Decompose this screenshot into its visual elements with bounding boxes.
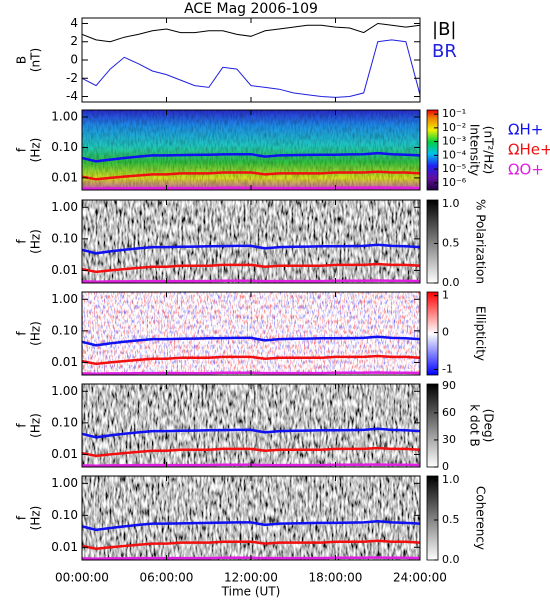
x-tick-label: 12:00:00: [224, 571, 278, 585]
colorbar-label: % Polarization: [474, 199, 488, 284]
colorbar-label: Intensity: [468, 124, 482, 176]
x-tick-label: 00:00:00: [55, 571, 109, 585]
y-tick-label: 1.00: [51, 292, 78, 306]
colorbar: [426, 199, 439, 284]
colorbar: [426, 291, 439, 376]
y-tick-label: 1.00: [51, 384, 78, 398]
colorbar: [426, 475, 439, 561]
colorbar-tick-label: 90: [442, 379, 456, 392]
colorbar-unit: (nT²/Hz): [482, 126, 496, 174]
y-axis-unit: (Hz): [29, 229, 43, 254]
y-axis-label: f: [15, 331, 29, 336]
colorbar-tick-label: 0: [442, 460, 449, 473]
y-tick-label: -2: [66, 71, 78, 85]
colorbar-tick-label: 10⁻¹: [442, 107, 466, 120]
spectrogram: [82, 384, 420, 467]
spectrogram-texture: [82, 110, 420, 190]
spectrogram: [82, 476, 420, 560]
legend-label: ΩO+: [508, 161, 544, 179]
data-line: [82, 22, 420, 43]
colorbar-tick-label: 30: [442, 433, 456, 446]
colorbar: [426, 109, 439, 191]
y-tick-label: 0.10: [51, 508, 78, 522]
colorbar-tick-label: 10⁻²: [442, 121, 466, 134]
spectrogram: [82, 200, 420, 283]
colorbar-label: Ellipticity: [474, 306, 488, 361]
legend-label: |B|: [432, 19, 456, 40]
colorbar-label: k dot B: [468, 404, 482, 446]
colorbar-unit: (Deg): [482, 409, 496, 443]
y-tick-label: 1.00: [51, 110, 78, 124]
y-tick-label: 0.10: [51, 231, 78, 245]
colorbar-tick-label: 10⁻⁵: [442, 162, 466, 175]
colorbar: [426, 383, 439, 468]
y-tick-label: 2: [70, 34, 78, 48]
panel-frame: [81, 17, 421, 103]
x-tick-label: 06:00:00: [140, 571, 194, 585]
gyrofrequency-line: [82, 520, 420, 532]
y-axis-unit: (Hz): [29, 413, 43, 438]
plot-area: [82, 22, 420, 98]
colorbar-label: Coherency: [474, 486, 488, 550]
y-tick-label: 0.10: [51, 140, 78, 154]
y-tick-label: 0.01: [51, 447, 78, 461]
x-tick-label: 18:00:00: [309, 571, 363, 585]
y-tick-label: 4: [70, 16, 78, 30]
colorbar-tick-label: -1: [442, 362, 453, 375]
y-tick-label: 0: [70, 53, 78, 67]
y-tick-label: 0.10: [51, 323, 78, 337]
colorbar-tick-label: 0.0: [442, 553, 460, 566]
y-axis-label: f: [15, 515, 29, 520]
colorbar-tick-label: 60: [442, 406, 456, 419]
y-axis-unit: (Hz): [29, 138, 43, 163]
x-axis-label: Time (UT): [221, 585, 281, 599]
colorbar-tick-label: 0.0: [442, 276, 460, 289]
y-tick-label: 0.01: [51, 263, 78, 277]
data-line: [82, 39, 420, 98]
colorbar-tick-label: 0: [442, 326, 449, 339]
colorbar-tick-label: 1: [442, 289, 449, 302]
y-axis-unit: (Hz): [29, 321, 43, 346]
gyrofrequency-line: [82, 335, 420, 347]
gyrofrequency-line: [82, 427, 420, 439]
y-axis-unit: (Hz): [29, 506, 43, 531]
y-axis-label: f: [15, 239, 29, 244]
y-tick-label: 0.01: [51, 540, 78, 554]
colorbar-tick-label: 10⁻⁶: [442, 176, 467, 189]
y-tick-label: 1.00: [51, 200, 78, 214]
gyrofrequency-line: [82, 243, 420, 255]
colorbar-tick-label: 0.5: [442, 513, 460, 526]
y-axis-unit: (nT): [29, 48, 43, 72]
gyrofrequency-line: [82, 170, 420, 181]
gyrofrequency-line: [82, 151, 420, 163]
y-tick-label: 0.10: [51, 415, 78, 429]
y-tick-label: -4: [66, 89, 78, 103]
legend-label: ΩHe+: [508, 141, 550, 159]
y-axis-label: B: [15, 56, 29, 64]
colorbar-tick-label: 10⁻⁴: [442, 148, 467, 161]
y-axis-label: f: [15, 147, 29, 152]
colorbar-tick-label: 1.0: [442, 473, 460, 486]
gyrofrequency-line: [82, 446, 420, 458]
y-tick-label: 0.01: [51, 355, 78, 369]
y-axis-label: f: [15, 423, 29, 428]
spectrogram-texture: [82, 292, 420, 375]
colorbar-tick-label: 10⁻³: [442, 135, 466, 148]
gyrofrequency-line: [82, 539, 420, 550]
chart-title: ACE Mag 2006-109: [184, 1, 318, 17]
colorbar-tick-label: 0.5: [442, 236, 460, 249]
x-tick-label: 24:00:00: [393, 571, 447, 585]
gyrofrequency-line: [82, 354, 420, 366]
legend-label: ΩH+: [508, 121, 543, 139]
legend-label: BR: [432, 41, 457, 62]
y-tick-label: 0.01: [51, 170, 78, 184]
y-tick-label: 1.00: [51, 476, 78, 490]
colorbar-tick-label: 1.0: [442, 197, 460, 210]
gyrofrequency-line: [82, 262, 420, 274]
